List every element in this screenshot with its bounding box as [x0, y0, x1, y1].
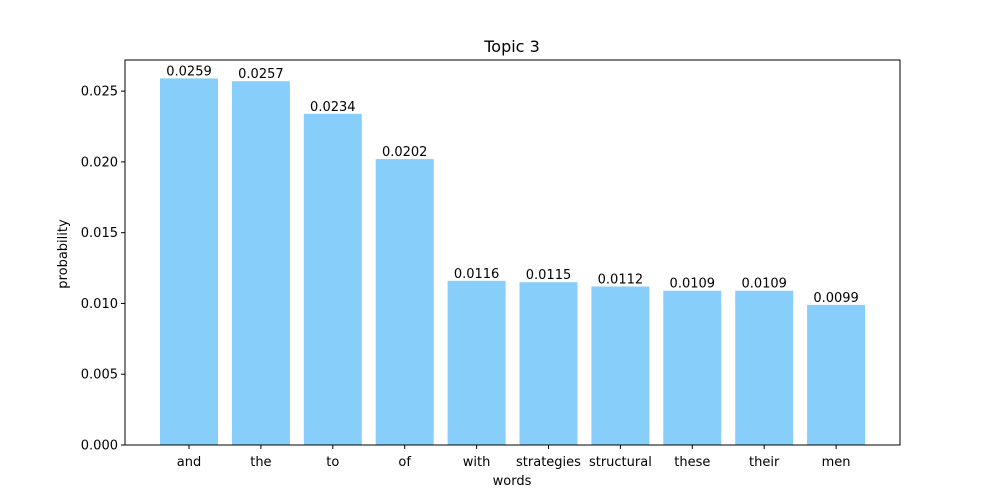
- x-tick-label-of: of: [398, 455, 411, 470]
- value-label-men: 0.0099: [813, 291, 859, 306]
- bar-to: [303, 113, 362, 445]
- value-label-strategies: 0.0115: [526, 268, 572, 283]
- bar-men: [807, 304, 866, 445]
- x-axis-label: words: [493, 474, 532, 489]
- x-tick-label-men: men: [822, 455, 851, 470]
- value-label-these: 0.0109: [670, 277, 716, 292]
- y-axis-ticks: 0.000 0.005 0.010 0.015 0.020 0.025: [81, 85, 125, 454]
- y-tick-label-4: 0.020: [81, 155, 118, 170]
- value-label-to: 0.0234: [310, 100, 356, 115]
- x-tick-label-and: and: [177, 455, 201, 470]
- y-tick-label-2: 0.010: [81, 297, 118, 312]
- bar-their: [735, 290, 794, 445]
- value-label-structural: 0.0112: [598, 272, 644, 287]
- x-tick-label-their: their: [749, 455, 780, 470]
- plot-frame: [124, 59, 901, 446]
- bar-and: [160, 78, 218, 446]
- y-tick-label-0: 0.000: [81, 439, 118, 454]
- y-tick-label-5: 0.025: [81, 85, 118, 100]
- bar-these: [663, 290, 722, 445]
- bar-the: [231, 81, 290, 445]
- x-tick-label-these: these: [674, 455, 710, 470]
- chart-title: Topic 3: [483, 37, 540, 56]
- value-label-their: 0.0109: [741, 277, 787, 292]
- value-label-the: 0.0257: [238, 67, 284, 82]
- x-tick-label-strategies: strategies: [516, 455, 581, 470]
- bars-group: [160, 78, 866, 446]
- y-tick-label-1: 0.005: [81, 368, 118, 383]
- x-tick-label-to: to: [326, 455, 339, 470]
- value-label-with: 0.0116: [454, 267, 500, 282]
- x-tick-label-structural: structural: [589, 455, 652, 470]
- bar-strategies: [519, 282, 578, 445]
- y-axis-label: probability: [56, 219, 71, 289]
- value-labels-group: 0.0259 0.0257 0.0234 0.0202 0.0116 0.0115 0.01…: [166, 64, 859, 305]
- x-tick-label-the: the: [250, 455, 271, 470]
- y-tick-label-3: 0.015: [81, 226, 118, 241]
- bar-with: [447, 280, 506, 445]
- value-label-of: 0.0202: [382, 145, 428, 160]
- x-axis-ticks: and the to of with strategies structural these t…: [177, 445, 851, 470]
- bar-structural: [591, 286, 650, 445]
- bar-of: [375, 159, 434, 445]
- x-tick-label-with: with: [463, 455, 491, 470]
- value-label-and: 0.0259: [166, 64, 212, 79]
